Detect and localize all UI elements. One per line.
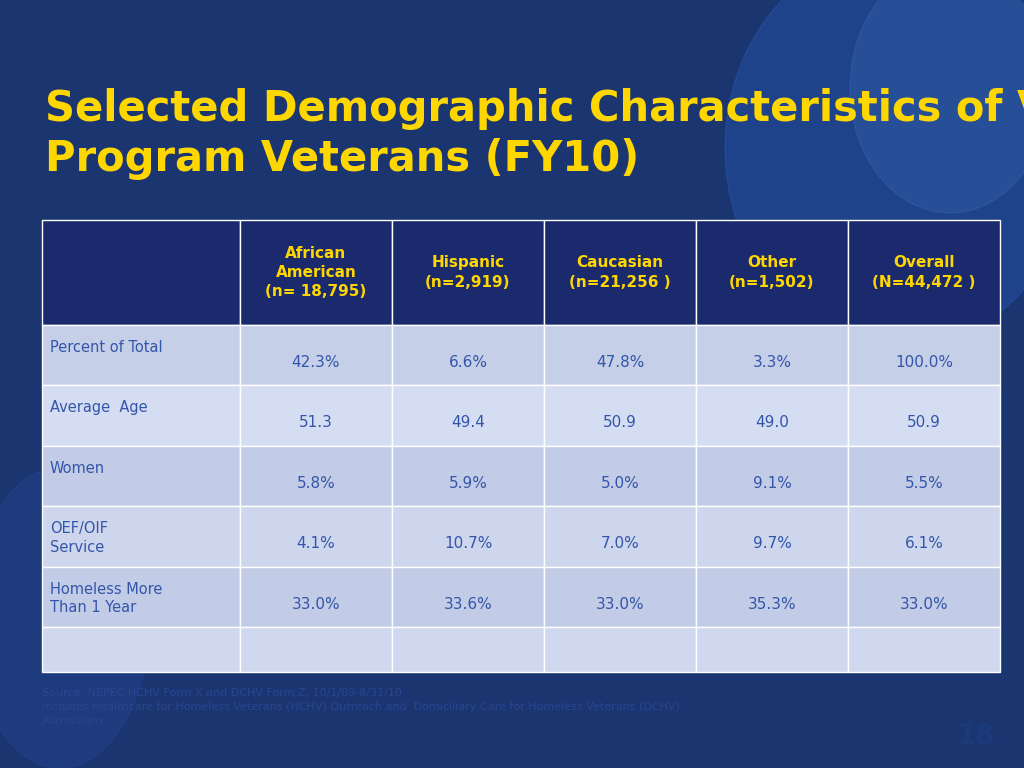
Bar [544,220,696,325]
Bar [544,386,696,445]
Text: Selected Demographic Characteristics of VA Homeless
Program Veterans (FY10): Selected Demographic Characteristics of … [45,88,1024,180]
Bar [696,325,848,386]
Text: 100.0%: 100.0% [895,355,953,370]
Text: Percent of Total: Percent of Total [50,340,163,355]
Ellipse shape [725,0,1024,348]
Text: 9.7%: 9.7% [753,536,792,551]
Bar [240,506,392,567]
Text: Overall
(N=44,472 ): Overall (N=44,472 ) [872,256,976,290]
Bar [392,627,544,672]
Bar [696,386,848,445]
Text: Average  Age: Average Age [50,400,147,415]
Ellipse shape [850,0,1024,213]
Bar [42,567,240,627]
Text: Women: Women [50,461,105,476]
Bar [544,567,696,627]
Bar [240,386,392,445]
Text: Caucasian
(n=21,256 ): Caucasian (n=21,256 ) [569,256,671,290]
Text: 35.3%: 35.3% [748,597,797,611]
Text: Other
(n=1,502): Other (n=1,502) [729,256,815,290]
Text: 50.9: 50.9 [907,415,941,430]
Bar [42,325,240,386]
Bar [42,386,240,445]
Bar [240,445,392,506]
Bar [392,567,544,627]
Bar [544,325,696,386]
Bar [848,220,1000,325]
Text: 3.3%: 3.3% [753,355,792,370]
Bar [544,627,696,672]
Text: 4.1%: 4.1% [297,536,336,551]
Bar [392,506,544,567]
Text: 7.0%: 7.0% [601,536,639,551]
Bar [544,506,696,567]
Bar [696,220,848,325]
Bar [240,325,392,386]
Bar [696,445,848,506]
Text: 6.6%: 6.6% [449,355,487,370]
Text: African
American
(n= 18,795): African American (n= 18,795) [265,246,367,300]
Bar [848,386,1000,445]
Bar [392,386,544,445]
Bar [42,445,240,506]
Text: 6.1%: 6.1% [904,536,943,551]
Bar [240,220,392,325]
Text: Homeless More
Than 1 Year: Homeless More Than 1 Year [50,581,163,615]
Ellipse shape [0,468,150,768]
Text: 5.0%: 5.0% [601,475,639,491]
Text: 33.6%: 33.6% [443,597,493,611]
Bar [696,567,848,627]
Bar [392,445,544,506]
Text: 42.3%: 42.3% [292,355,340,370]
Bar [544,445,696,506]
Text: Source: NEPEC HCHV Form X and DCHV Form Z, 10/1/09-8/31/10
Includes Healthcare f: Source: NEPEC HCHV Form X and DCHV Form … [42,688,680,726]
Text: 5.5%: 5.5% [904,475,943,491]
Text: 51.3: 51.3 [299,415,333,430]
Text: OEF/OIF
Service: OEF/OIF Service [50,521,108,555]
Text: 49.4: 49.4 [451,415,485,430]
Bar [848,445,1000,506]
Text: 49.0: 49.0 [755,415,788,430]
Bar [392,220,544,325]
Text: 9.1%: 9.1% [753,475,792,491]
Text: 10.7%: 10.7% [443,536,493,551]
Bar [392,325,544,386]
Bar [240,567,392,627]
Bar [240,627,392,672]
Bar [42,220,240,325]
Text: 18: 18 [956,722,995,750]
Text: 33.0%: 33.0% [596,597,644,611]
Text: 33.0%: 33.0% [900,597,948,611]
Text: 47.8%: 47.8% [596,355,644,370]
Text: 33.0%: 33.0% [292,597,340,611]
Bar [42,506,240,567]
Bar [696,506,848,567]
Bar [848,325,1000,386]
Text: 50.9: 50.9 [603,415,637,430]
Text: 5.9%: 5.9% [449,475,487,491]
Text: 5.8%: 5.8% [297,475,336,491]
Bar [848,567,1000,627]
Bar [42,627,240,672]
Bar [848,506,1000,567]
Bar [696,627,848,672]
Text: Hispanic
(n=2,919): Hispanic (n=2,919) [425,256,511,290]
Bar [848,627,1000,672]
